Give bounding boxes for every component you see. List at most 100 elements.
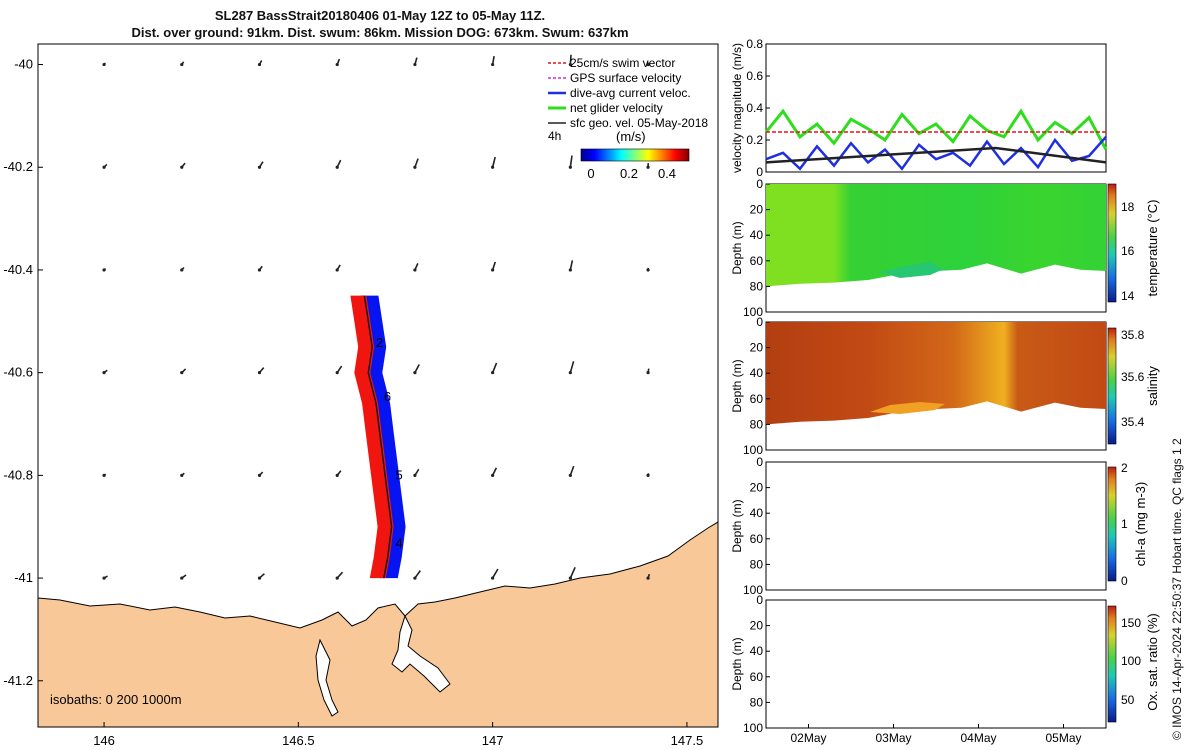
geo-vector-dot <box>646 268 650 272</box>
geo-vector-dot <box>335 371 339 375</box>
depth-tick-label: 60 <box>750 392 764 406</box>
geo-vector-dot <box>568 576 572 580</box>
geo-vector-dot <box>335 576 339 580</box>
geo-vector-dot <box>180 165 184 169</box>
day-labels: 2 6 5 4 <box>376 335 403 550</box>
geo-vector-dot <box>568 62 572 67</box>
depth-tick-label: 0 <box>756 315 763 329</box>
geo-vector-dot <box>568 268 572 272</box>
geo-vector-dot <box>413 576 417 580</box>
geo-vector-dot <box>257 371 262 375</box>
colorbar-tick-0: 0 <box>587 166 594 181</box>
geo-vector <box>569 566 576 579</box>
colorbar-tick-2: 0.4 <box>658 166 676 181</box>
day-label: 4 <box>395 535 402 550</box>
velocity-ylabel: velocity magnitude (m/s) <box>730 43 744 173</box>
salinity-ticks: 0 20 40 60 80 100 Depth (m) <box>730 315 770 457</box>
geo-vector-dot <box>491 165 495 169</box>
geo-vector-dot <box>646 473 650 477</box>
temperature-cbar-label: temperature (°C) <box>1145 200 1160 297</box>
depth-tick-label: 0 <box>756 593 763 607</box>
chlorophyll-axes <box>765 461 1107 591</box>
track-line <box>363 295 393 579</box>
chlorophyll-panel: 0 20 40 60 80 100 Depth (m) 0 1 2 chl-a (mg m-… <box>730 455 1148 597</box>
isobaths-note: isobaths: 0 200 1000m <box>50 692 182 707</box>
geo-vector-dot <box>102 62 106 67</box>
geo-vector-dot <box>257 576 262 580</box>
map-ytick-label: -40.2 <box>3 159 33 174</box>
geo-vector-dot <box>335 165 339 169</box>
ox-cbar-tick-1: 100 <box>1121 654 1141 668</box>
sal-cbar-tick-1: 35.6 <box>1121 370 1145 384</box>
geo-vector-dot <box>257 165 262 169</box>
dive-current-ribbon <box>360 295 406 579</box>
geo-vector <box>569 260 574 271</box>
day-label: 5 <box>395 467 402 482</box>
geo-vector <box>491 156 496 168</box>
colorbar-tick-1: 0.2 <box>620 166 638 181</box>
map-xtick-label: 146 <box>93 733 115 748</box>
track-map: 146 146.5 147 147.5 -40 -40.2 -40.4 -40.6 -40.8 -… <box>3 43 719 748</box>
geo-vector-dot <box>491 473 495 477</box>
oxygen-colorbar <box>1107 605 1117 723</box>
chlorophyll-ticks: 0 20 40 60 80 100 Depth (m) <box>730 455 770 597</box>
swim-vector-ribbon <box>350 295 394 579</box>
date-tick-label: 03May <box>875 731 911 745</box>
chl-cbar-tick-1: 1 <box>1121 517 1128 531</box>
temperature-colorbar <box>1107 183 1117 303</box>
oxygen-axes <box>765 599 1107 729</box>
velocity-series-line <box>765 135 1107 171</box>
legend-geo-label: sfc geo. vel. 05-May-2018 <box>570 116 708 130</box>
temp-cbar-tick-1: 16 <box>1121 244 1135 258</box>
oxygen-ticks: 0 20 40 60 80 100 Depth (m) <box>730 593 770 735</box>
vel-tick-label: 0.4 <box>746 101 763 115</box>
geo-vector-dot <box>413 473 417 477</box>
temperature-cold-patch <box>880 262 960 278</box>
depth-tick-label: 60 <box>750 532 764 546</box>
map-ytick-label: -40.8 <box>3 467 33 482</box>
tamar-estuary <box>391 614 451 693</box>
geo-vector-dot <box>413 371 417 375</box>
geo-vector-dot <box>102 473 106 477</box>
geo-vector <box>569 54 572 65</box>
glider-track <box>350 295 406 579</box>
velocity-series-line <box>764 108 1108 151</box>
geo-vector-dot <box>257 268 262 272</box>
depth-tick-label: 100 <box>743 305 763 319</box>
colorbar-units: (m/s) <box>616 129 646 144</box>
depth-tick-label: 60 <box>750 670 764 684</box>
geo-vector-dot <box>568 371 572 375</box>
depth-tick-label: 40 <box>750 506 764 520</box>
map-xtick-label: 147.5 <box>671 733 704 748</box>
geo-vector-dot <box>646 165 650 169</box>
map-legend: 25cm/s swim vector GPS surface velocity … <box>548 56 708 181</box>
velocity-series-line <box>765 146 1107 164</box>
velocity-ticks: 0 0.2 0.4 0.6 0.8 <box>746 37 770 179</box>
legend-net-label: net glider velocity <box>570 101 663 115</box>
vel-tick-label: 0.2 <box>746 133 763 147</box>
geo-vector-dot <box>102 268 106 272</box>
geo-vector-dot <box>646 576 650 580</box>
chart-title-line2: Dist. over ground: 91km. Dist. swum: 86k… <box>131 25 629 40</box>
chl-cbar-tick-0: 0 <box>1121 574 1128 588</box>
ox-cbar-tick-2: 150 <box>1121 616 1141 630</box>
temp-cbar-tick-0: 14 <box>1121 289 1135 303</box>
geo-vector <box>491 362 498 373</box>
date-tick-label: 04May <box>960 731 996 745</box>
salinity-colorbar <box>1107 327 1117 445</box>
legend-swim-label: 25cm/s swim vector <box>570 56 675 70</box>
depth-tick-label: 60 <box>750 254 764 268</box>
legend-gps-label: GPS surface velocity <box>570 71 681 85</box>
depth-tick-label: 20 <box>750 341 764 355</box>
depth-tick-label: 40 <box>750 644 764 658</box>
velocity-panel: 0 0.2 0.4 0.6 0.8 velocity magnitude (m/s) <box>730 37 1108 179</box>
speed-colorbar <box>580 148 690 162</box>
chlorophyll-cbar-label: chl-a (mg m-3) <box>1133 482 1148 567</box>
depth-tick-label: 100 <box>743 721 763 735</box>
temperature-field <box>766 184 1106 287</box>
map-ytick-label: -40.4 <box>3 262 33 277</box>
geo-vector <box>569 465 575 476</box>
geo-vector-dot <box>646 62 650 67</box>
geo-vector-dot <box>102 165 106 169</box>
